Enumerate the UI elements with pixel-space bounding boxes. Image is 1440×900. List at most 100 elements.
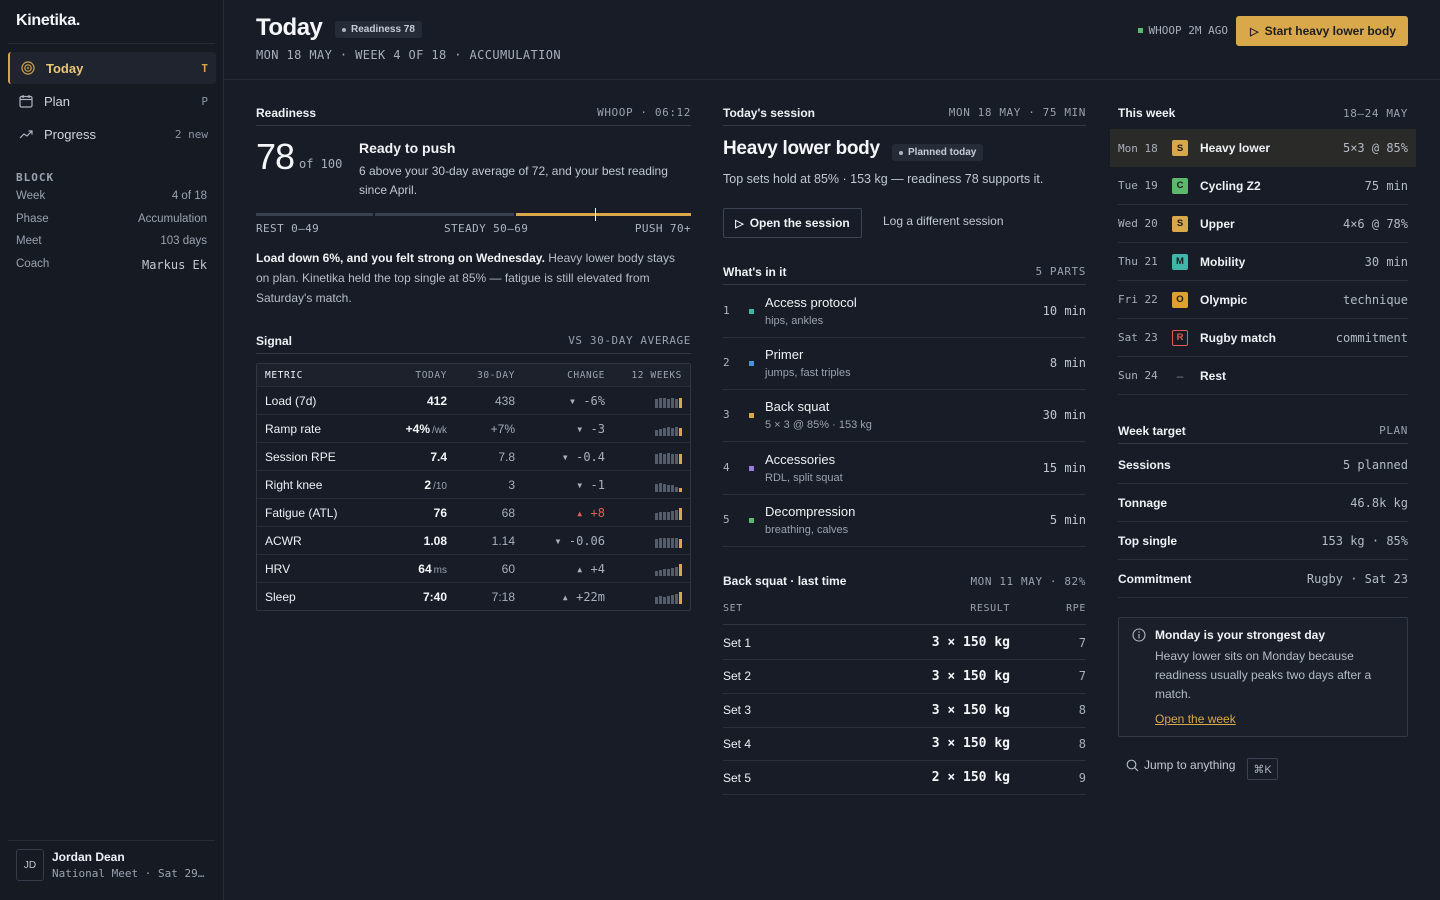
signal-row[interactable]: Ramp rate +4%/wk +7% ▾ -3 [257,414,690,442]
spark-bar [655,398,658,408]
spark-bar [675,486,678,492]
part-duration: 15 min [1042,460,1086,475]
callout-body: Heavy lower sits on Monday because readi… [1155,649,1372,701]
set-label: Set 3 [723,703,752,718]
signal-row[interactable]: ACWR 1.08 1.14 ▾ -0.06 [257,526,690,554]
part-title: Back squat [765,399,830,415]
signal-header: Signal VS 30-DAY AVERAGE [256,328,691,354]
week-day-row[interactable]: Mon 18 S Heavy lower 5×3 @ 85% [1110,129,1416,167]
metric-sparkline [605,506,682,520]
session-type-tag: M [1172,253,1188,270]
part-number: 1 [723,304,730,317]
block-row-week: Week 4 of 18 [16,190,207,202]
spark-bar [663,537,666,548]
readiness-note: Load down 6%, and you felt strong on Wed… [256,251,675,305]
shortcut-hint: ⌘K [1247,758,1278,780]
signal-row[interactable]: HRV 64 ms 60 ▴ +4 [257,554,690,582]
parts-header: What's in it 5 PARTS [723,259,1086,285]
play-icon: ▷ [735,217,744,230]
jump-search-button[interactable]: Jump to anything [1126,758,1235,772]
spark-bar [675,509,678,520]
target-value: 46.8k kg [1350,495,1408,510]
scale-label-push: PUSH 70+ [634,222,691,235]
spark-bar [663,596,666,604]
sidebar-divider [8,43,215,44]
week-day-row[interactable]: Wed 20 S Upper 4×6 @ 78% [1118,205,1408,243]
spark-bar [667,426,670,436]
last-time-header: Back squat · last time MON 11 MAY · 82% [723,574,1086,588]
metric-today: 2/10 [424,477,447,492]
scale-push [516,213,691,216]
brand-logo[interactable]: Kinetika. [16,12,80,29]
user-card[interactable]: JD Jordan Dean National Meet · Sat 29… [16,849,204,881]
metric-average: 438 [494,393,515,408]
spark-bar [675,537,678,548]
session-type-tag: C [1172,177,1188,194]
nav-item-plan[interactable]: Plan P [8,85,216,117]
spark-bar [671,427,674,436]
nav-item-progress[interactable]: Progress 2 new [8,118,216,150]
metric-change: ▾ -6% [568,393,605,408]
spark-bar [675,566,678,576]
part-subtitle: jumps, fast triples [765,367,851,380]
metric-sparkline [605,590,682,604]
session-part[interactable]: 4 Accessories RDL, split squat 15 min [723,443,1086,495]
signal-row[interactable]: Right knee 2/10 3 ▾ -1 [257,470,690,498]
open-week-link[interactable]: Open the week [1155,712,1236,726]
metric-sparkline [605,450,682,464]
spark-bar [679,397,682,408]
day-label: Sat 23 [1118,331,1158,344]
open-session-button[interactable]: ▷ Open the session [723,208,862,238]
session-part[interactable]: 1 Access protocol hips, ankles 10 min [723,286,1086,338]
part-number: 5 [723,512,730,526]
user-meet: National Meet · Sat 29… [52,867,205,880]
target-label: Commitment [1118,571,1192,586]
avatar: JD [16,849,44,881]
start-session-button[interactable]: ▷ Start heavy lower body [1236,16,1408,46]
signal-row[interactable]: Load (7d) 412 438 ▾ -6% [257,386,690,414]
part-color-marker [749,361,754,367]
set-result: 3 × 150 kg [931,635,1010,650]
spark-bar [667,537,670,548]
day-label: Tue 19 [1118,179,1158,192]
spark-bar [659,511,662,520]
part-subtitle: breathing, calves [765,523,849,536]
set-result: 2 × 150 kg [931,770,1010,786]
week-day-row[interactable]: Sun 24 – Rest [1118,357,1408,395]
live-dot-icon [1137,28,1143,33]
week-target-row: Sessions 5 planned [1118,446,1408,484]
week-day-row[interactable]: Sat 23 R Rugby match commitment [1118,319,1408,357]
spark-bar [663,483,666,492]
metric-change: ▴ +4 [576,561,605,576]
readiness-max: of 100 [299,157,343,171]
week-day-row[interactable]: Fri 22 O Olympic technique [1118,281,1408,319]
session-type-tag: O [1172,291,1188,308]
set-rpe: 8 [1078,703,1086,718]
planned-badge: Planned today [892,144,984,161]
signal-row[interactable]: Fatigue (ATL) 76 68 ▴ +8 [257,498,690,526]
spark-bar [667,398,670,408]
target-label: Sessions [1118,457,1171,472]
session-type-tag: R [1172,329,1188,346]
callout-title: Monday is your strongest day [1155,628,1326,642]
nav-item-today[interactable]: Today T [8,52,216,84]
spark-bar [655,453,658,464]
spark-bar [667,452,670,464]
signal-row[interactable]: Sleep 7:40 7:18 ▴ +22m [257,582,690,610]
signal-row[interactable]: Session RPE 7.4 7.8 ▾ -0.4 [257,442,690,470]
week-day-row[interactable]: Tue 19 C Cycling Z2 75 min [1118,167,1408,205]
part-title: Primer [765,347,804,363]
metric-today: 412 [426,393,447,408]
session-part[interactable]: 2 Primer jumps, fast triples 8 min [723,338,1086,391]
session-part[interactable]: 5 Decompression breathing, calves 5 min [723,495,1086,547]
day-session-detail: 4×6 @ 78% [1342,216,1408,231]
log-different-session-link[interactable]: Log a different session [883,214,1004,228]
sidebar-divider [8,840,215,841]
sets-table-header: SET RESULT RPE [723,603,1086,625]
metric-name: Fatigue (ATL) [265,505,338,520]
day-session-detail: 75 min [1364,178,1408,193]
week-day-row[interactable]: Thu 21 M Mobility 30 min [1118,243,1408,281]
search-icon [1126,759,1139,772]
part-title: Accessories [765,451,836,467]
session-part[interactable]: 3 Back squat 5 × 3 @ 85% · 153 kg 30 min [723,390,1086,443]
